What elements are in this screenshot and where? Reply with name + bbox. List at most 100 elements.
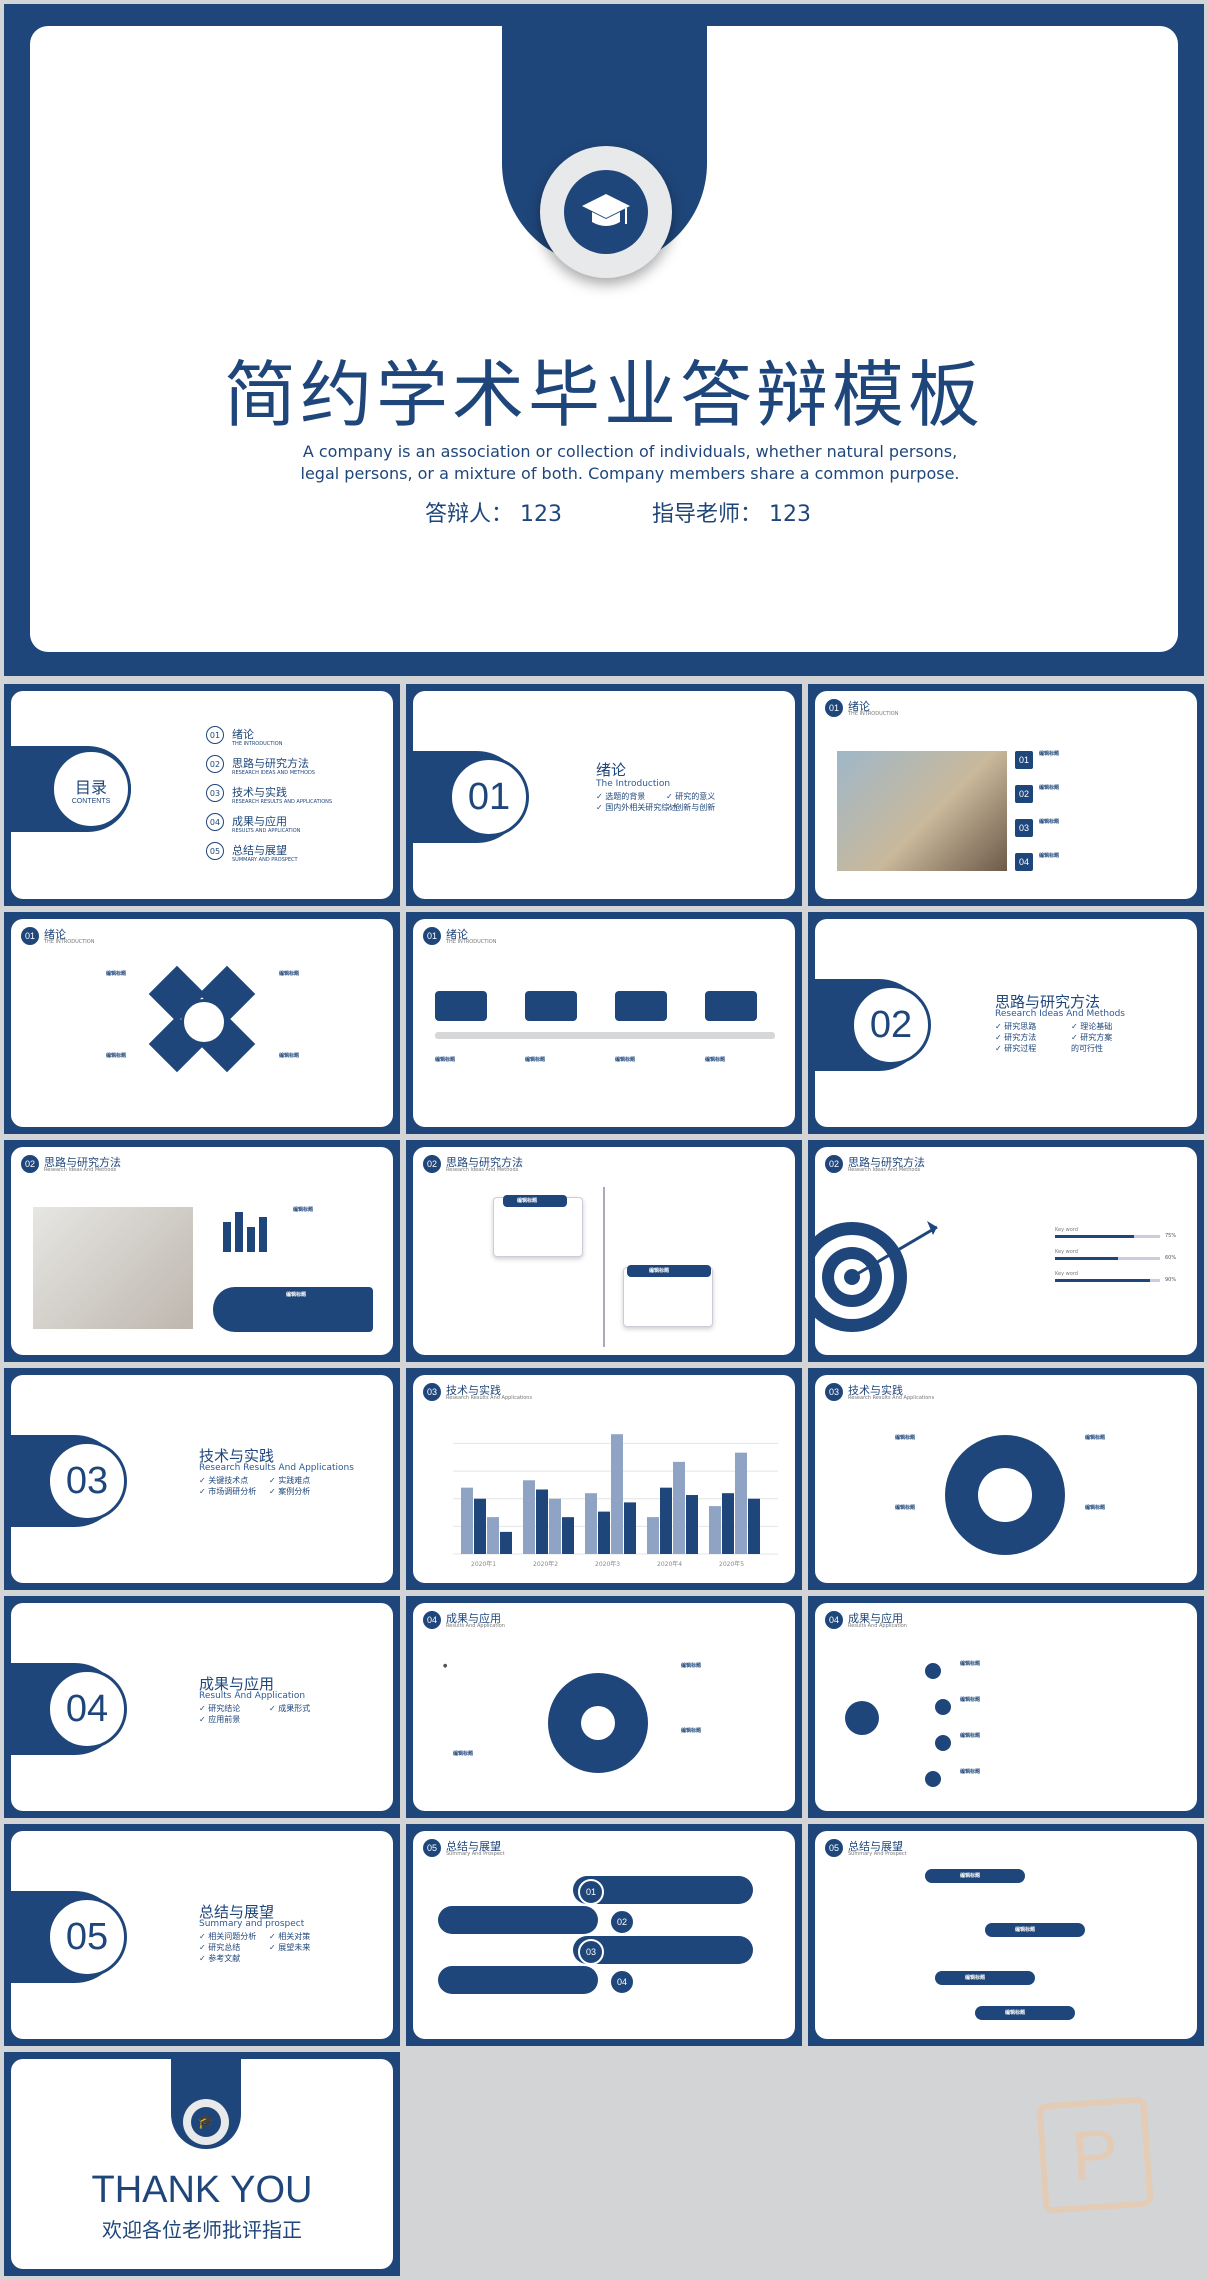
chart-icon xyxy=(525,991,577,1021)
cover-subtitle: A company is an association or collectio… xyxy=(300,442,960,483)
toc-item[interactable]: 05 总结与展望 SUMMARY AND PROSPECT xyxy=(206,842,386,868)
tag-icon xyxy=(615,991,667,1021)
header-en: THE INTRODUCTION xyxy=(848,711,899,717)
progress-pct: 90% xyxy=(1165,1277,1177,1283)
ideas-target-slide[interactable]: 02 思路与研究方法 Research Ideas And Methods Ke… xyxy=(808,1140,1204,1362)
section-05-slide[interactable]: 05 总结与展望 Summary and prospect ✓ 相关问题分析 ✓ … xyxy=(4,1824,400,2046)
chart-bar xyxy=(647,1517,659,1554)
toc-title: 技术与实践 xyxy=(232,786,287,799)
progress-label: Key word xyxy=(1055,1249,1078,1255)
toc-en: THE INTRODUCTION xyxy=(232,741,283,747)
progress-label: Key word xyxy=(1055,1271,1078,1277)
summary-arrows-slide[interactable]: 05 总结与展望 Summary And Prospect 编辑标题 编辑标题 … xyxy=(808,1824,1204,2046)
thanks-slide[interactable]: 🎓 THANK YOU 欢迎各位老师批评指正 xyxy=(4,2052,400,2276)
progress-row: Key word 75% xyxy=(1055,1227,1185,1245)
presenter: 答辩人： 123 xyxy=(425,502,562,527)
toc-item[interactable]: 01 绪论 THE INTRODUCTION xyxy=(206,726,386,752)
chart-bar xyxy=(474,1498,486,1554)
toc-title: 绪论 xyxy=(232,728,254,741)
cover-title: 简约学术毕业答辩模板 xyxy=(223,353,984,437)
progress-label: Key word xyxy=(1055,1227,1078,1233)
coffee-photo xyxy=(33,1207,193,1329)
contents-badge: 目录 CONTENTS xyxy=(51,749,131,829)
thanks-title: THANK YOU xyxy=(91,2169,313,2211)
header-title: 绪论 xyxy=(848,700,870,713)
gear-icon xyxy=(181,999,227,1045)
chart-bar xyxy=(585,1493,597,1554)
tech-gear-slide[interactable]: 03 技术与实践 Research Results And Applicatio… xyxy=(808,1368,1204,1590)
results-circle-slide[interactable]: 04 成果与应用 Results And Application ● 编辑标题 … xyxy=(406,1596,802,1818)
section-number: 01 xyxy=(449,757,529,837)
toc-title: 思路与研究方法 xyxy=(232,757,309,770)
contents-label: 目录 xyxy=(74,779,107,797)
progress-fill xyxy=(1055,1279,1150,1282)
chart-bar xyxy=(523,1480,535,1554)
toc-en: RESEARCH RESULTS AND APPLICATIONS xyxy=(232,799,333,805)
chart-bar xyxy=(562,1517,574,1554)
chart-bar xyxy=(500,1531,512,1554)
chart-bar xyxy=(536,1489,548,1554)
chart-bar xyxy=(461,1487,473,1554)
chart-category-label: 2020年5 xyxy=(719,1560,744,1568)
toc-number: 04 xyxy=(206,813,224,831)
chart-bar xyxy=(611,1434,623,1554)
toc-item[interactable]: 04 成果与应用 RESULTS AND APPLICATION xyxy=(206,813,386,839)
progress-pct: 75% xyxy=(1165,1233,1177,1239)
contents-slide[interactable]: 目录 CONTENTS 01 绪论 THE INTRODUCTION 02 思路与研究方… xyxy=(4,684,400,906)
section-01-slide[interactable]: 01 绪论 The Introduction ✓ 选题的背景 ✓ 国内外相关研究综… xyxy=(406,684,802,906)
section-subtitle: The Introduction xyxy=(596,779,671,789)
chart-category-label: 2020年3 xyxy=(595,1560,620,1568)
search-icon xyxy=(845,1701,879,1735)
intro-diamond-slide[interactable]: 01 绪论 THE INTRODUCTION 编辑标题 编辑标题 编辑标题 编辑… xyxy=(4,912,400,1134)
toc-number: 01 xyxy=(206,726,224,744)
toc-item[interactable]: 03 技术与实践 RESEARCH RESULTS AND APPLICATIONS xyxy=(206,784,386,810)
chart-bar xyxy=(487,1517,499,1554)
cover-slide[interactable]: 简约学术毕业答辩模板 A company is an association o… xyxy=(4,4,1204,676)
ideas-photo-slide[interactable]: 02 思路与研究方法 Research Ideas And Methods 编辑… xyxy=(4,1140,400,1362)
progress-fill xyxy=(1055,1235,1134,1238)
toc-en: RESULTS AND APPLICATION xyxy=(232,828,301,834)
chart-bar xyxy=(709,1506,721,1554)
chart-bar xyxy=(722,1493,734,1554)
target-icon xyxy=(815,1221,938,1332)
progress-row: Key word 60% xyxy=(1055,1249,1185,1267)
chart-bar xyxy=(624,1502,636,1554)
toc-title: 成果与应用 xyxy=(232,815,287,828)
user-icon xyxy=(705,991,757,1021)
thanks-subtitle: 欢迎各位老师批评指正 xyxy=(102,2218,302,2242)
chart-bar xyxy=(673,1461,685,1554)
chart-bar xyxy=(549,1498,561,1554)
results-search-slide[interactable]: 04 成果与应用 Results And Application 编辑标题 编辑… xyxy=(808,1596,1204,1818)
contents-label-en: CONTENTS xyxy=(71,797,111,805)
toc-number: 03 xyxy=(206,784,224,802)
toc-item[interactable]: 02 思路与研究方法 RESEARCH IDEAS AND METHODS xyxy=(206,755,386,781)
chart-bar xyxy=(748,1498,760,1554)
section-02-slide[interactable]: 02 思路与研究方法 Research Ideas And Methods ✓ … xyxy=(808,912,1204,1134)
chart-category-label: 2020年4 xyxy=(657,1560,682,1568)
chart-category-label: 2020年2 xyxy=(533,1560,558,1568)
toc-number: 05 xyxy=(206,842,224,860)
cover-badge xyxy=(540,146,672,278)
toc-number: 02 xyxy=(206,755,224,773)
advisor: 指导老师： 123 xyxy=(652,502,811,527)
intro-list-slide[interactable]: 01 绪论 THE INTRODUCTION 01 编辑标题 02 编辑标题 0… xyxy=(808,684,1204,906)
graduation-cap-icon: 🎓 xyxy=(191,2107,221,2137)
intro-process-slide[interactable]: 01 绪论 THE INTRODUCTION 编辑标题 编辑标题 编辑标题 编辑… xyxy=(406,912,802,1134)
header-badge: 01 xyxy=(825,699,843,717)
chart-bar xyxy=(598,1511,610,1554)
reading-photo xyxy=(837,751,1007,871)
section-04-slide[interactable]: 04 成果与应用 Results And Application ✓ 研究结论 ✓… xyxy=(4,1596,400,1818)
toc-title: 总结与展望 xyxy=(232,844,287,857)
progress-row: Key word 90% xyxy=(1055,1271,1185,1289)
section-03-slide[interactable]: 03 技术与实践 Research Results And Applicatio… xyxy=(4,1368,400,1590)
chart-bar xyxy=(660,1487,672,1554)
ideas-timeline-slide[interactable]: 02 思路与研究方法 Research Ideas And Methods 编辑… xyxy=(406,1140,802,1362)
chart-category-label: 2020年1 xyxy=(471,1560,496,1568)
tech-chart-slide[interactable]: 03 技术与实践 Research Results And Applicatio… xyxy=(406,1368,802,1590)
chart-bar xyxy=(686,1495,698,1554)
chart-bar xyxy=(735,1452,747,1554)
bar-chart: 2020年1 2020年2 2020年3 2020年4 2020年5 xyxy=(453,1434,778,1568)
progress-pct: 60% xyxy=(1165,1255,1177,1261)
summary-steps-slide[interactable]: 05 总结与展望 Summary And Prospect 01 02 03 0… xyxy=(406,1824,802,2046)
watermark-logo: P xyxy=(1036,2096,1154,2214)
